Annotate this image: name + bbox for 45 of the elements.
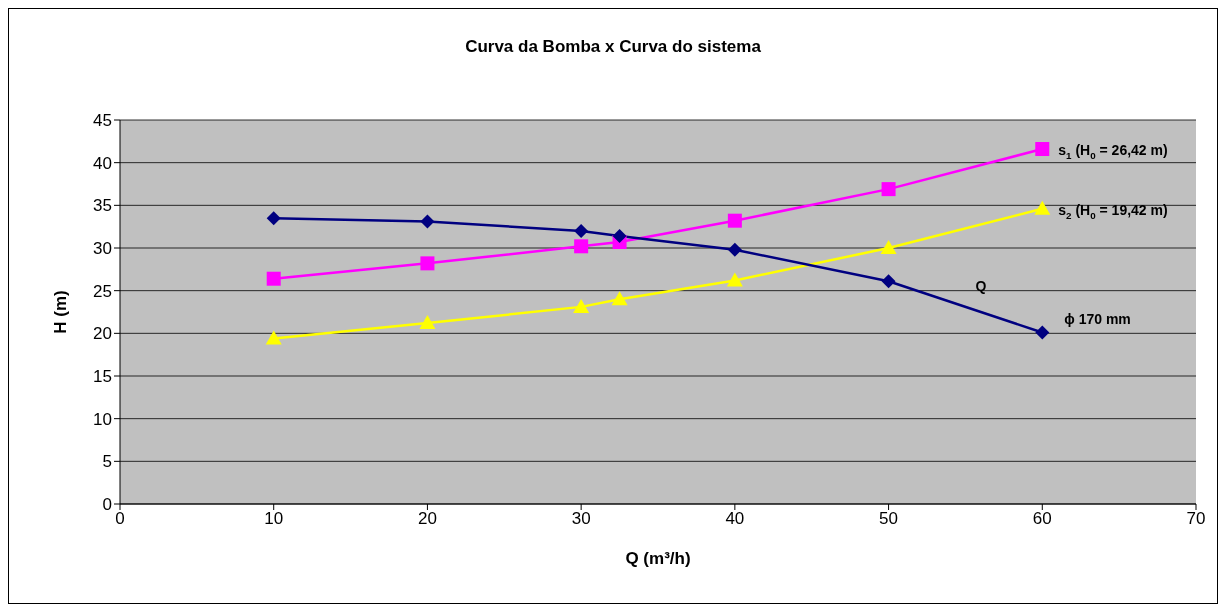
y-tick-label: 0 bbox=[102, 495, 112, 515]
y-tick-label: 20 bbox=[93, 324, 112, 344]
point bbox=[1034, 200, 1051, 215]
x-tick-label: 30 bbox=[571, 509, 591, 529]
y-tick-label: 25 bbox=[93, 281, 112, 301]
point bbox=[1035, 142, 1050, 157]
point bbox=[420, 214, 435, 229]
annotation: ϕ 170 mm bbox=[1064, 311, 1131, 328]
y-tick-label: 30 bbox=[93, 239, 112, 259]
series-label: s$_{1}$ (H$_{0}$ = 26,42 m) bbox=[1058, 141, 1168, 162]
point bbox=[419, 315, 436, 330]
point bbox=[881, 182, 896, 197]
point bbox=[266, 271, 281, 286]
x-tick-label: 60 bbox=[1032, 509, 1052, 529]
y-axis-title: H (m) bbox=[51, 290, 71, 334]
point bbox=[1035, 325, 1050, 340]
x-tick-label: 50 bbox=[879, 509, 899, 529]
annotation: Q bbox=[975, 277, 987, 294]
point bbox=[573, 298, 590, 313]
point bbox=[880, 240, 897, 254]
series-label: s$_{2}$ (H$_{0}$ = 19,42 m) bbox=[1058, 201, 1168, 221]
point bbox=[266, 211, 281, 226]
x-tick-label: 10 bbox=[264, 509, 284, 529]
x-axis-title: Q (m³/h) bbox=[625, 549, 691, 568]
point bbox=[574, 239, 589, 254]
point bbox=[420, 256, 435, 271]
y-tick-label: 35 bbox=[93, 196, 112, 216]
point bbox=[574, 223, 589, 238]
point bbox=[727, 213, 742, 228]
x-tick-label: 70 bbox=[1186, 509, 1206, 529]
point bbox=[881, 274, 896, 289]
y-tick-label: 15 bbox=[93, 367, 112, 387]
point bbox=[612, 229, 627, 244]
point bbox=[727, 242, 742, 257]
y-tick-label: 45 bbox=[93, 111, 112, 131]
point bbox=[265, 330, 282, 345]
x-tick-label: 40 bbox=[725, 509, 745, 529]
point bbox=[726, 272, 743, 287]
point bbox=[611, 291, 628, 306]
y-tick-label: 40 bbox=[93, 153, 112, 173]
x-tick-label: 0 bbox=[115, 509, 125, 529]
chart-title: Curva da Bomba x Curva do sistema bbox=[464, 37, 762, 57]
x-tick-label: 20 bbox=[417, 509, 437, 529]
y-tick-label: 5 bbox=[102, 452, 112, 472]
y-tick-label: 10 bbox=[93, 409, 112, 429]
